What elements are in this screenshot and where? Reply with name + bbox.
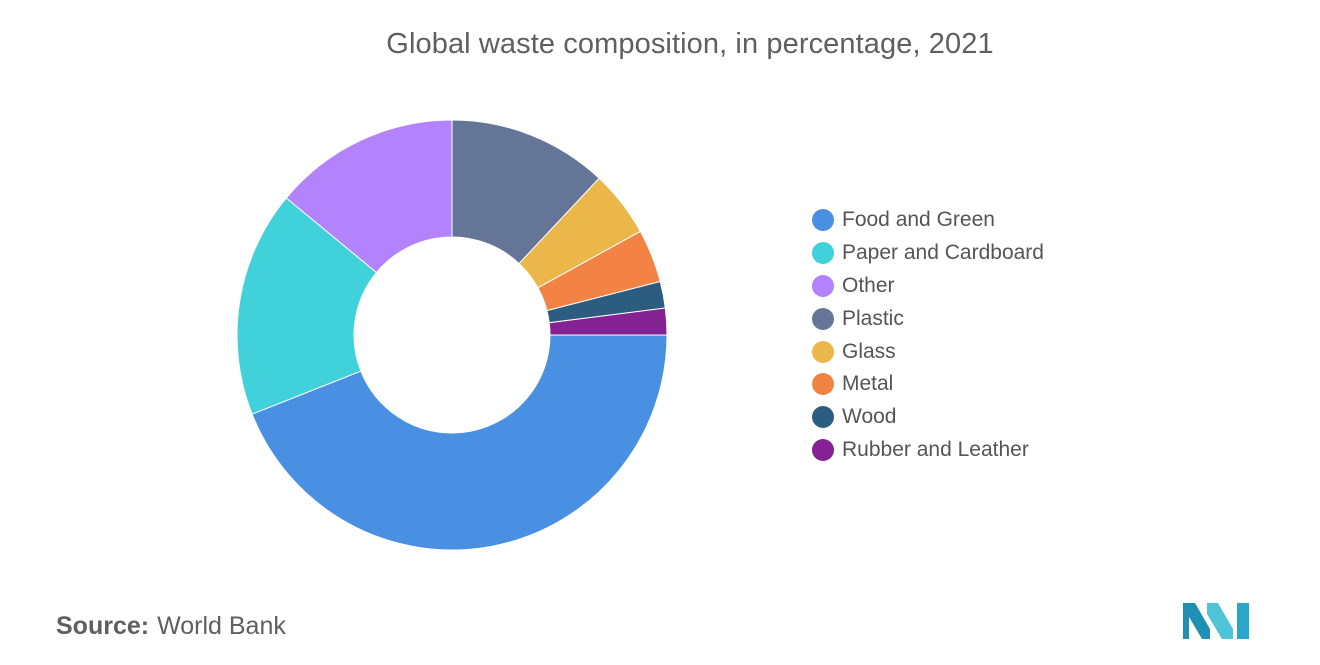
legend-item: Paper and Cardboard: [812, 237, 1044, 270]
logo-shape-left: [1183, 603, 1210, 639]
legend-swatch: [812, 242, 834, 265]
legend-label: Wood: [842, 405, 897, 429]
legend-item: Food and Green: [812, 204, 1044, 237]
legend-swatch: [812, 340, 834, 363]
legend-swatch: [812, 274, 834, 297]
source-value: World Bank: [157, 612, 286, 640]
legend-swatch: [812, 307, 834, 330]
donut-slice-food-and-green: [251, 334, 668, 551]
donut-slice-rubber-and-leather: [548, 307, 668, 336]
logo-shape-right: [1237, 603, 1249, 639]
legend-label: Metal: [842, 372, 894, 396]
legend-label: Other: [842, 273, 895, 297]
legend-swatch: [812, 209, 834, 232]
donut-slice-plastic: [451, 119, 600, 265]
donut-slice-other: [285, 119, 453, 274]
legend-label: Plastic: [842, 306, 904, 330]
legend-swatch: [812, 373, 834, 396]
mordor-intelligence-logo-icon: [1183, 603, 1249, 639]
legend-item: Other: [812, 270, 1044, 303]
chart-title: Global waste composition, in percentage,…: [386, 28, 994, 60]
legend-label: Food and Green: [842, 208, 995, 232]
legend-swatch: [812, 406, 834, 429]
source-note: Source: World Bank: [56, 612, 286, 641]
legend-swatch: [812, 438, 834, 461]
chart-legend: Food and Green Paper and Cardboard Other Pl…: [812, 204, 1044, 466]
legend-item: Metal: [812, 368, 1044, 401]
legend-label: Paper and Cardboard: [842, 241, 1044, 265]
source-label: Source:: [56, 612, 150, 640]
legend-item: Plastic: [812, 302, 1044, 335]
legend-label: Rubber and Leather: [842, 437, 1029, 461]
logo-shape-middle: [1207, 603, 1233, 639]
legend-label: Glass: [842, 339, 896, 363]
donut-slice-paper-and-cardboard: [236, 197, 378, 415]
legend-item: Glass: [812, 335, 1044, 368]
legend-item: Rubber and Leather: [812, 434, 1044, 467]
legend-item: Wood: [812, 401, 1044, 434]
